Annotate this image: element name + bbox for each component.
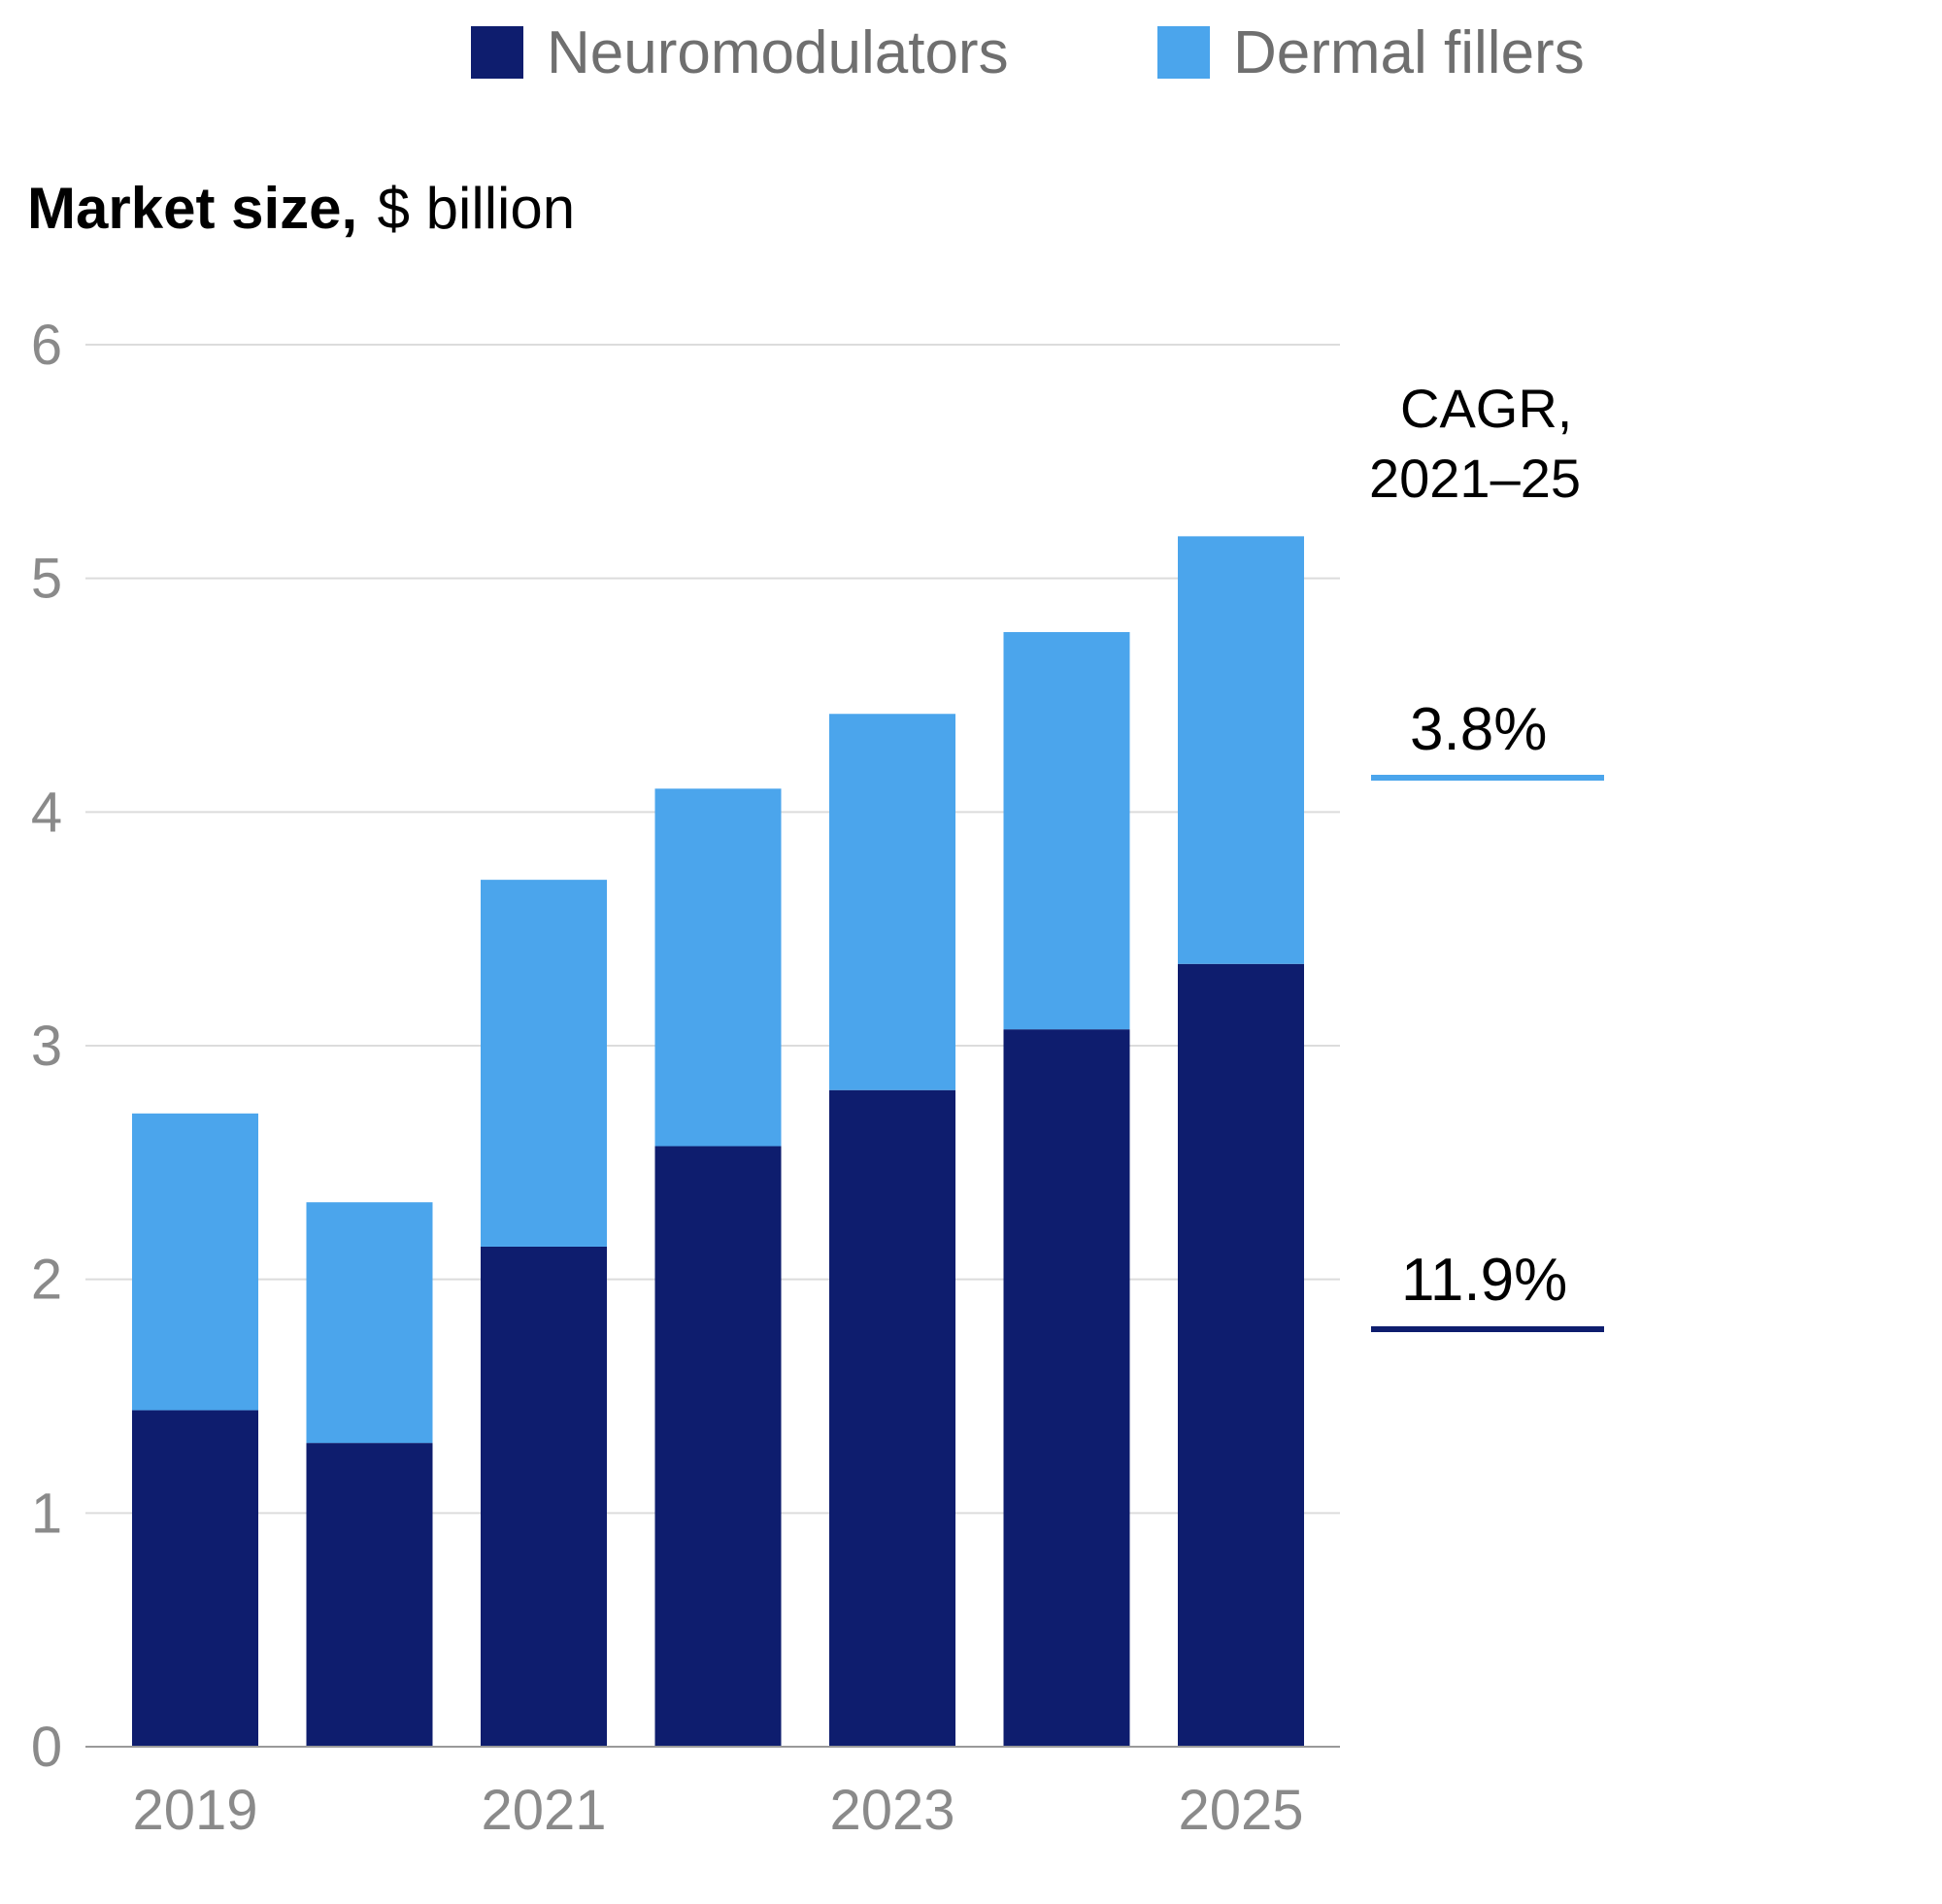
- y-tick-label: 0: [31, 1716, 62, 1779]
- y-axis-ticks: 0 1 2 3 4 5 6: [31, 314, 62, 1779]
- bar-neuromodulators-2023: [829, 1089, 955, 1747]
- y-tick-label: 4: [31, 781, 62, 844]
- bar-dermal-fillers-2022: [654, 788, 782, 1147]
- legend-label-dermal-fillers: Dermal fillers: [1233, 19, 1585, 86]
- legend-label-neuromodulators: Neuromodulators: [547, 19, 1009, 86]
- chart-title-bold: Market size,: [27, 176, 357, 241]
- y-tick-label: 5: [31, 548, 62, 611]
- cagr-annotation: CAGR, 2021–25 3.8% 11.9%: [1369, 378, 1604, 1332]
- cagr-heading-line1: CAGR,: [1400, 378, 1572, 439]
- chart-title: Market size, $ billion: [27, 176, 575, 241]
- bar-dermal-fillers-2020: [306, 1202, 433, 1444]
- bar-dermal-fillers-2025: [1178, 536, 1304, 964]
- bar-neuromodulators-2021: [481, 1246, 607, 1747]
- chart-title-unit: $ billion: [378, 176, 575, 241]
- bar-neuromodulators-2024: [1003, 1029, 1130, 1747]
- y-tick-label: 3: [31, 1015, 62, 1078]
- bar-dermal-fillers-2021: [481, 880, 607, 1247]
- cagr-value-dermal-fillers: 3.8%: [1410, 696, 1547, 763]
- x-tick-label: 2023: [829, 1779, 954, 1842]
- bar-dermal-fillers-2019: [132, 1113, 258, 1411]
- legend-swatch-neuromodulators: [471, 26, 523, 79]
- x-tick-label: 2025: [1178, 1779, 1303, 1842]
- bar-dermal-fillers-2023: [829, 714, 955, 1090]
- bar-neuromodulators-2020: [306, 1443, 433, 1747]
- x-tick-label: 2021: [481, 1779, 606, 1842]
- legend-swatch-dermal-fillers: [1157, 26, 1210, 79]
- bar-neuromodulators-2022: [654, 1146, 782, 1747]
- bars: [132, 536, 1304, 1747]
- y-tick-label: 2: [31, 1249, 62, 1312]
- y-tick-label: 1: [31, 1482, 62, 1545]
- bar-dermal-fillers-2024: [1003, 632, 1130, 1030]
- cagr-heading-line2: 2021–25: [1369, 448, 1581, 509]
- x-tick-label: 2019: [132, 1779, 257, 1842]
- bar-neuromodulators-2019: [132, 1410, 258, 1747]
- y-tick-label: 6: [31, 314, 62, 377]
- cagr-value-neuromodulators: 11.9%: [1401, 1247, 1567, 1314]
- x-axis-ticks: 2019 2021 2023 2025: [132, 1779, 1303, 1842]
- bar-neuromodulators-2025: [1178, 963, 1304, 1747]
- legend: Neuromodulators Dermal fillers: [471, 19, 1585, 86]
